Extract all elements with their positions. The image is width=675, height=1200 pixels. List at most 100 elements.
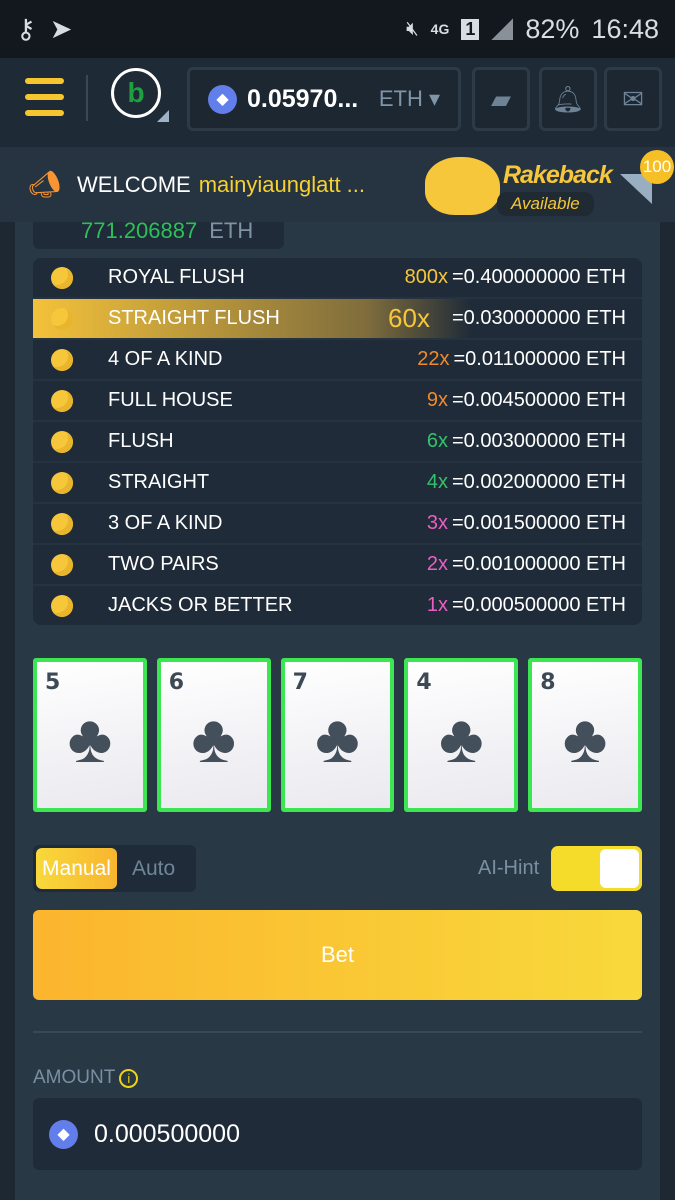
playing-card[interactable]: 8 ♣ xyxy=(528,658,642,812)
battery-percent: 82% xyxy=(525,13,580,44)
currency-dropdown[interactable]: ETH ▾ xyxy=(378,86,440,111)
balance-value: 0.05970... xyxy=(247,84,359,113)
paytable-row: TWO PAIRS 2x =0.001000000 ETH xyxy=(33,545,642,586)
time: 16:48 xyxy=(591,13,659,44)
message-count-badge: 100 xyxy=(640,150,674,184)
card-rank: 7 xyxy=(292,670,308,695)
mail-icon: ✉ xyxy=(622,83,644,114)
multiplier: 4x xyxy=(426,471,448,493)
hand-name: TWO PAIRS xyxy=(108,553,219,575)
payout: =0.001500000 ETH xyxy=(451,512,626,534)
multiplier: 800x xyxy=(404,266,448,288)
hand-name: STRAIGHT xyxy=(108,471,210,493)
caret-icon xyxy=(157,110,169,122)
amount-input[interactable] xyxy=(94,1119,416,1149)
hand-name: FULL HOUSE xyxy=(108,389,233,411)
paytable-row: FLUSH 6x =0.003000000 ETH xyxy=(33,422,642,463)
multiplier: 60x xyxy=(388,303,430,333)
paytable-row: 4 OF A KIND 22x =0.011000000 ETH xyxy=(33,340,642,381)
username: mainyiaunglatt ... xyxy=(198,171,366,197)
divider xyxy=(86,75,88,121)
piggy-bank-icon xyxy=(425,157,500,215)
hand-name: ROYAL FLUSH xyxy=(108,266,245,288)
multiplier: 9x xyxy=(426,389,448,411)
welcome-bar: 📣︎ WELCOME mainyiaunglatt ... Rakeback A… xyxy=(0,147,675,222)
tab-manual[interactable]: Manual xyxy=(36,848,117,889)
amount-label: AMOUNT i xyxy=(33,1067,139,1089)
ai-hint-toggle[interactable] xyxy=(551,846,642,891)
mute-icon: 🔇︎ xyxy=(406,17,419,40)
logo[interactable]: b xyxy=(111,68,161,118)
balance-selector[interactable]: ◆ 0.05970... ETH ▾ xyxy=(187,67,461,131)
paytable: ROYAL FLUSH 800x =0.400000000 ETH STRAIGHT … xyxy=(33,258,642,625)
payout: =0.004500000 ETH xyxy=(451,389,626,411)
coin-icon xyxy=(51,348,73,371)
coin-icon xyxy=(51,512,73,535)
mode-switch: Manual Auto xyxy=(33,845,196,892)
playing-card[interactable]: 6 ♣ xyxy=(156,658,271,812)
menu-icon[interactable] xyxy=(25,78,64,126)
rakeback-title: Rakeback xyxy=(503,161,613,189)
hand-name: 3 OF A KIND xyxy=(108,512,223,534)
coin-icon xyxy=(51,389,73,412)
welcome-label: WELCOME xyxy=(77,171,191,197)
card-rank: 8 xyxy=(540,670,556,695)
payout: =0.001000000 ETH xyxy=(451,553,626,575)
payout: =0.030000000 ETH xyxy=(451,307,626,329)
multiplier: 22x xyxy=(417,348,450,370)
hand-name: JACKS OR BETTER xyxy=(108,594,293,616)
network-label: 4G xyxy=(430,21,450,37)
sim-icon: 1 xyxy=(461,18,480,40)
coin-icon xyxy=(51,307,73,330)
amount-field[interactable]: ◆ xyxy=(33,1098,642,1170)
telegram-icon: ➤ xyxy=(49,13,73,44)
paytable-row: 3 OF A KIND 3x =0.001500000 ETH xyxy=(33,504,642,545)
header: b ◆ 0.05970... ETH ▾ ▰ 🔔︎ ✉ xyxy=(0,58,675,147)
coin-icon xyxy=(51,266,73,289)
hand-name: 4 OF A KIND xyxy=(108,348,223,370)
club-icon: ♣ xyxy=(315,701,360,777)
multiplier: 2x xyxy=(426,553,448,575)
megaphone-icon: 📣︎ xyxy=(28,169,62,199)
coin-icon xyxy=(51,553,73,576)
rakeback-subtitle: Available xyxy=(497,192,594,216)
multiplier: 1x xyxy=(426,594,448,616)
multiplier: 6x xyxy=(426,430,448,452)
playing-card[interactable]: 7 ♣ xyxy=(280,658,395,812)
card-rank: 5 xyxy=(45,670,61,695)
divider xyxy=(33,1031,642,1033)
club-icon: ♣ xyxy=(67,701,113,777)
bet-button[interactable]: Bet xyxy=(33,910,642,1000)
payout: =0.400000000 ETH xyxy=(451,266,626,288)
club-icon: ♣ xyxy=(191,701,236,777)
card-rank: 6 xyxy=(168,670,185,695)
info-icon[interactable]: i xyxy=(119,1068,139,1088)
card-hand: 5 ♣ 6 ♣ 7 ♣ 4 ♣ 8 ♣ xyxy=(33,658,642,812)
coin-icon xyxy=(51,471,73,494)
paytable-row: JACKS OR BETTER 1x =0.000500000 ETH xyxy=(33,586,642,625)
key-icon: ⚷ xyxy=(16,13,36,44)
eth-icon: ◆ xyxy=(49,1119,78,1149)
club-icon: ♣ xyxy=(562,701,608,777)
paytable-row: FULL HOUSE 9x =0.004500000 ETH xyxy=(33,381,642,422)
ai-hint-label: AI-Hint xyxy=(478,857,540,879)
wallet-icon: ▰ xyxy=(491,83,511,114)
paytable-row: STRAIGHT FLUSH 60x =0.030000000 ETH xyxy=(33,299,642,340)
status-bar: ⚷ ➤ 🔇︎ 4G 1 82% 16:48 xyxy=(0,0,675,58)
wallet-button[interactable]: ▰ xyxy=(472,67,530,131)
bell-icon: 🔔︎ xyxy=(551,83,585,114)
messages-button[interactable]: ✉ xyxy=(604,67,662,131)
playing-card[interactable]: 4 ♣ xyxy=(404,658,519,812)
tab-auto[interactable]: Auto xyxy=(132,856,176,880)
payout: =0.002000000 ETH xyxy=(451,471,626,493)
notifications-button[interactable]: 🔔︎ xyxy=(539,67,597,131)
coin-icon xyxy=(51,594,73,617)
payout: =0.000500000 ETH xyxy=(451,594,626,616)
signal-icon xyxy=(491,18,514,40)
payout: =0.003000000 ETH xyxy=(451,430,626,452)
paytable-row: STRAIGHT 4x =0.002000000 ETH xyxy=(33,463,642,504)
club-icon: ♣ xyxy=(438,701,484,777)
playing-card[interactable]: 5 ♣ xyxy=(33,658,147,812)
paytable-row: ROYAL FLUSH 800x =0.400000000 ETH xyxy=(33,258,642,299)
rakeback-banner[interactable]: Rakeback Available xyxy=(425,147,620,222)
